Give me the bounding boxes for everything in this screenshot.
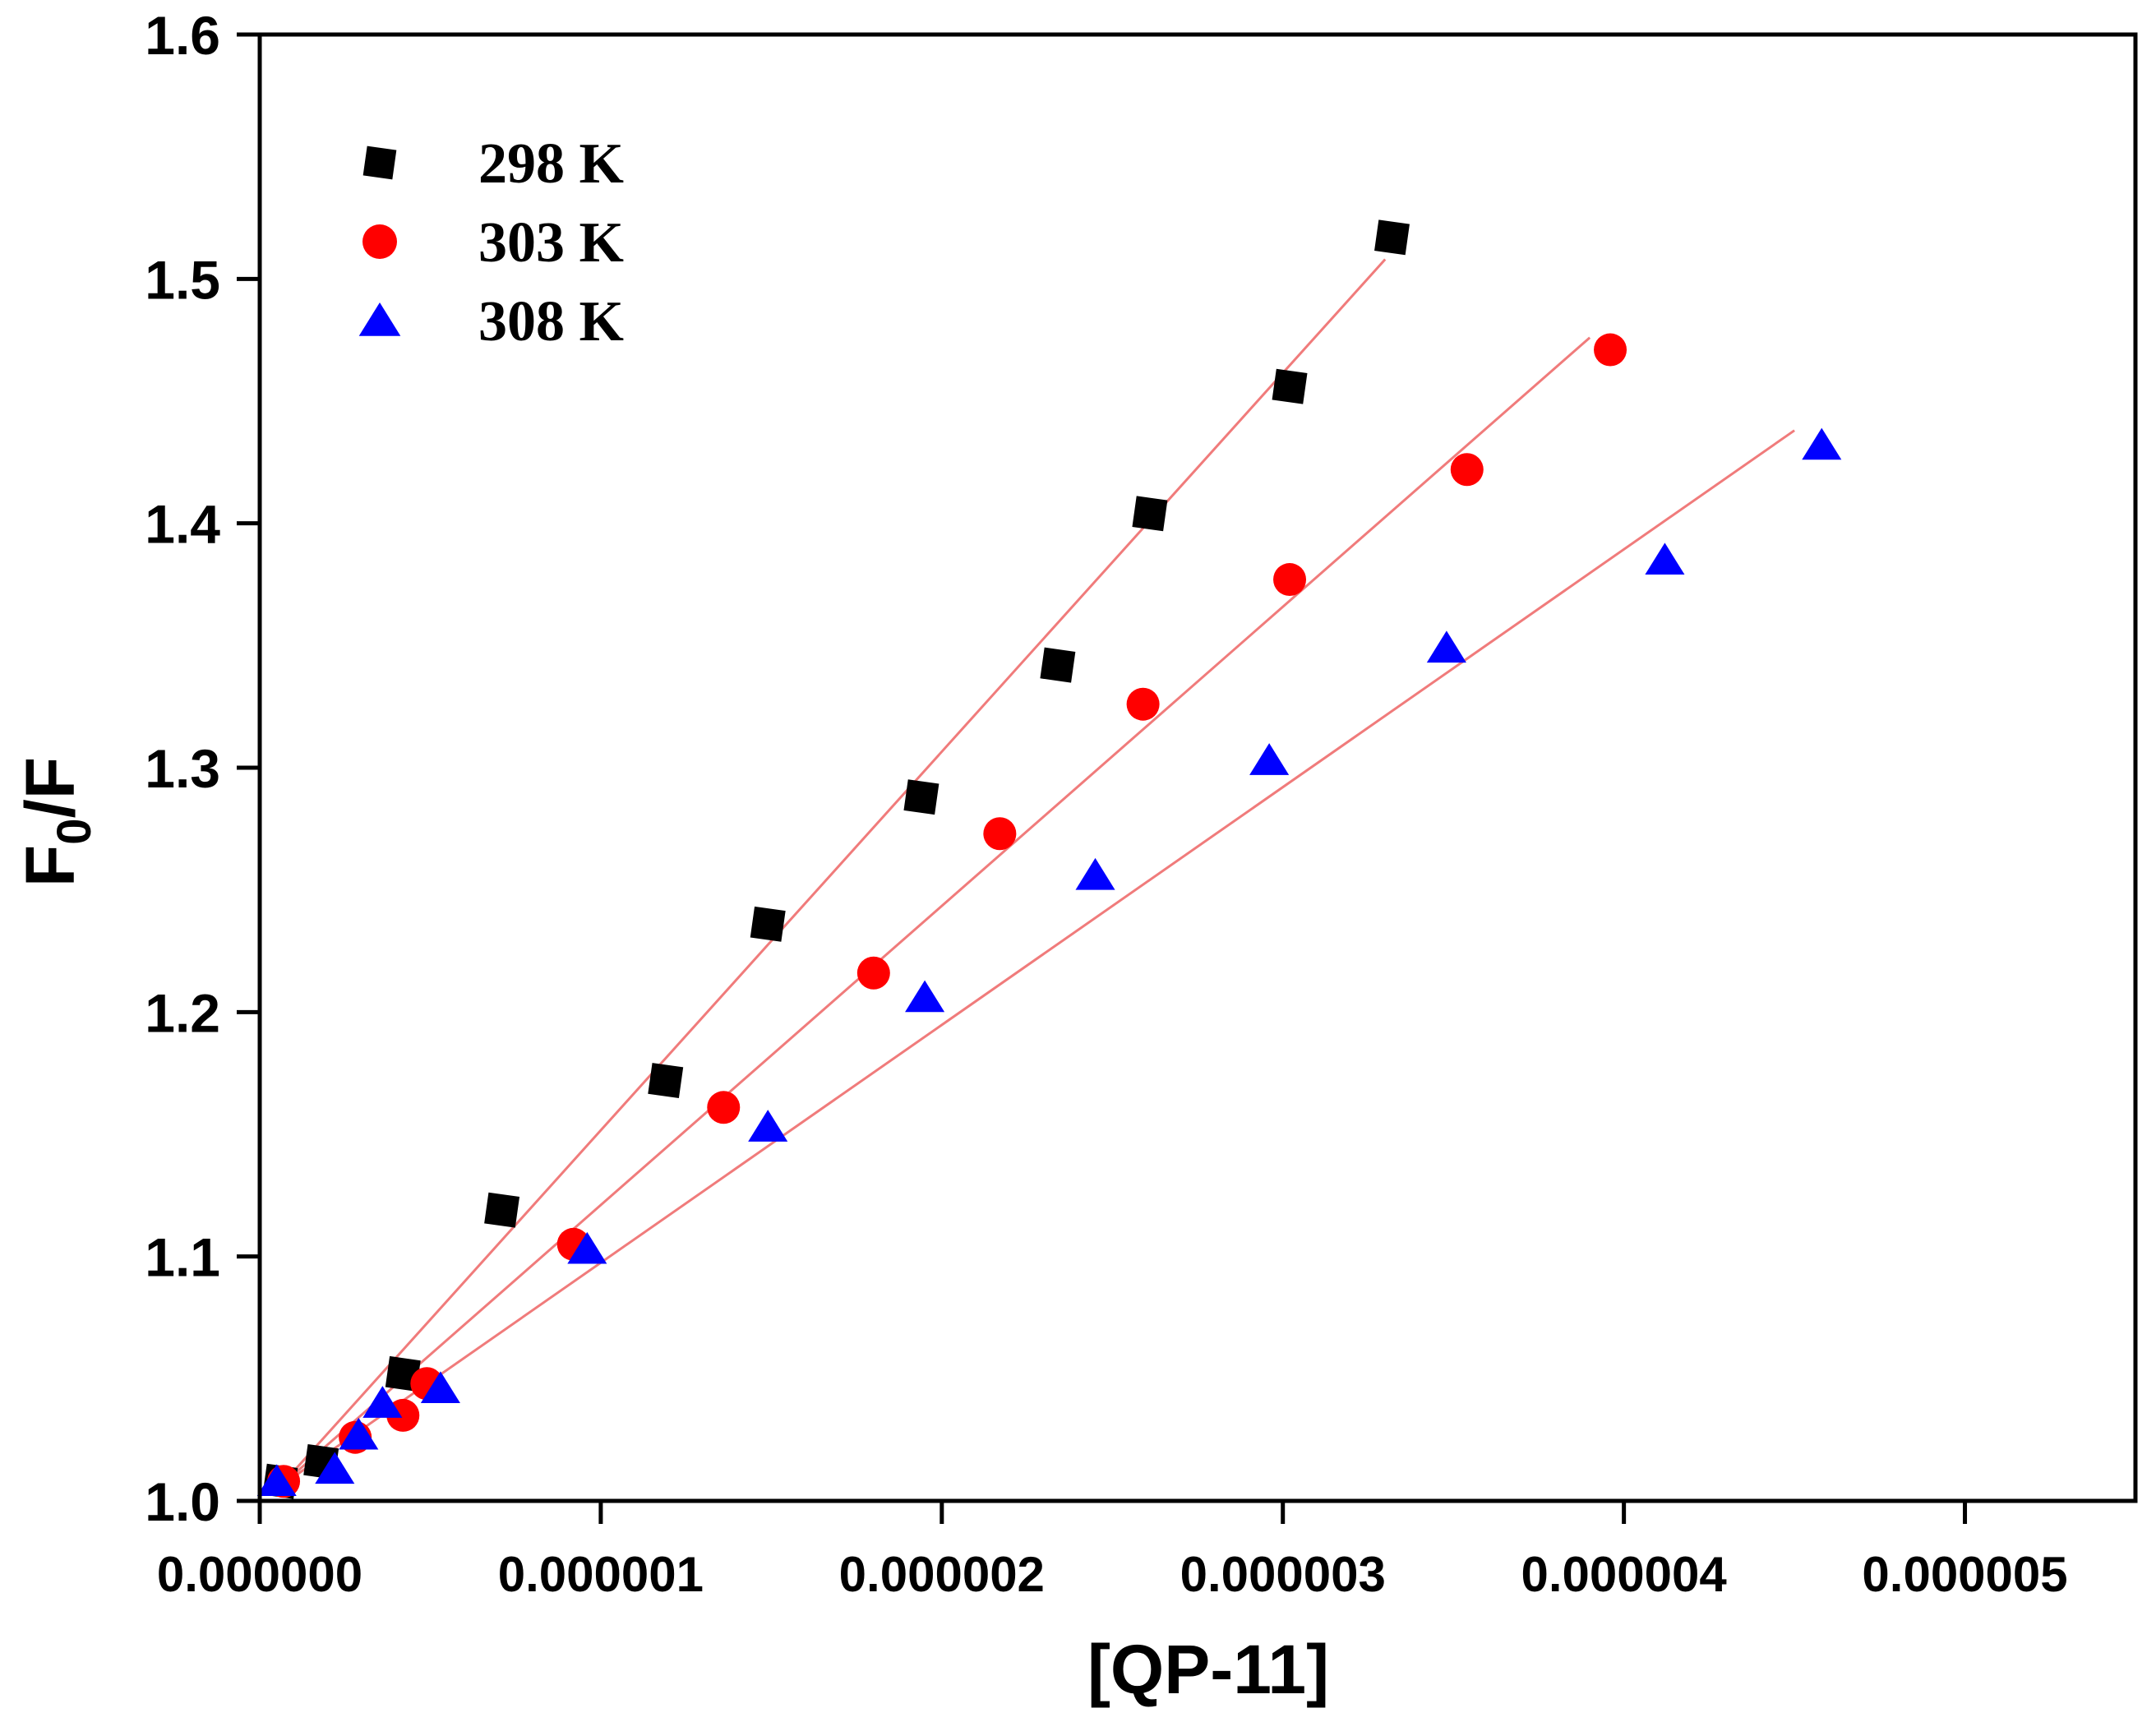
- y-tick-label: 1.0: [145, 1471, 220, 1532]
- data-point-298-k: [750, 906, 786, 942]
- data-point-303-k: [983, 817, 1017, 851]
- legend-marker-298-k: [362, 145, 397, 180]
- y-axis-title: F0/F: [12, 757, 101, 887]
- x-tick-label: 0.000004: [1521, 1547, 1728, 1602]
- data-point-303-k: [1594, 333, 1627, 367]
- data-point-303-k: [1126, 687, 1160, 721]
- data-point-298-k: [1040, 647, 1076, 683]
- data-point-308-k: [1645, 542, 1685, 575]
- data-point-308-k: [420, 1371, 460, 1403]
- legend-label-298-k: 298 K: [478, 132, 624, 196]
- data-point-303-k: [707, 1091, 741, 1124]
- fit-line-303-k: [279, 336, 1591, 1488]
- legend: 298 K 303 K 308 K: [358, 132, 624, 353]
- fit-lines: [279, 258, 1795, 1488]
- data-point-308-k: [905, 980, 945, 1013]
- data-point-308-k: [1802, 427, 1842, 460]
- data-point-308-k: [1249, 743, 1290, 775]
- data-point-298-k: [1132, 496, 1168, 532]
- data-point-308-k: [315, 1452, 355, 1484]
- data-point-298-k: [1272, 368, 1308, 404]
- y-tick-label: 1.2: [145, 982, 220, 1043]
- data-point-298-k: [484, 1192, 520, 1228]
- x-axis-ticks: 0.000000 0.000001 0.000002 0.000003 0.000004…: [157, 1501, 2068, 1602]
- x-tick-label: 0.000005: [1862, 1547, 2067, 1602]
- data-point-308-k: [567, 1231, 607, 1264]
- x-tick-label: 0.000003: [1180, 1547, 1386, 1602]
- data-point-298-k: [1374, 219, 1410, 256]
- data-point-308-k: [362, 1386, 403, 1418]
- x-tick-label: 0.000000: [157, 1547, 362, 1602]
- y-tick-label: 1.5: [145, 249, 220, 310]
- data-point-303-k: [1273, 563, 1307, 597]
- y-axis-ticks: 1.0 1.1 1.2 1.3 1.4 1.5 1.6: [145, 5, 260, 1532]
- y-axis-title-tail: /F: [12, 757, 89, 819]
- y-tick-label: 1.4: [145, 494, 220, 555]
- data-point-298-k: [903, 779, 939, 815]
- legend-marker-303-k: [362, 224, 397, 259]
- data-points: [256, 219, 1842, 1499]
- fit-line-308-k: [279, 429, 1795, 1488]
- legend-label-308-k: 308 K: [478, 290, 624, 353]
- data-point-308-k: [748, 1110, 788, 1142]
- data-point-308-k: [339, 1417, 379, 1450]
- y-axis-title-subscript: 0: [48, 819, 101, 845]
- data-point-308-k: [1426, 630, 1466, 663]
- data-point-308-k: [256, 1464, 297, 1496]
- x-tick-label: 0.000001: [498, 1547, 704, 1602]
- data-point-303-k: [1450, 453, 1484, 487]
- y-axis-title-base: F: [12, 845, 89, 887]
- legend-label-303-k: 303 K: [478, 211, 624, 275]
- x-tick-label: 0.000002: [839, 1547, 1045, 1602]
- legend-marker-308-k: [358, 302, 401, 336]
- y-tick-label: 1.1: [145, 1227, 220, 1288]
- data-point-298-k: [648, 1063, 684, 1099]
- y-tick-label: 1.3: [145, 738, 220, 799]
- data-point-308-k: [1075, 857, 1115, 890]
- x-axis-title: [QP-11]: [1087, 1631, 1329, 1708]
- y-tick-label: 1.6: [145, 5, 220, 66]
- fit-line-298-k: [279, 258, 1387, 1488]
- data-point-303-k: [856, 956, 890, 990]
